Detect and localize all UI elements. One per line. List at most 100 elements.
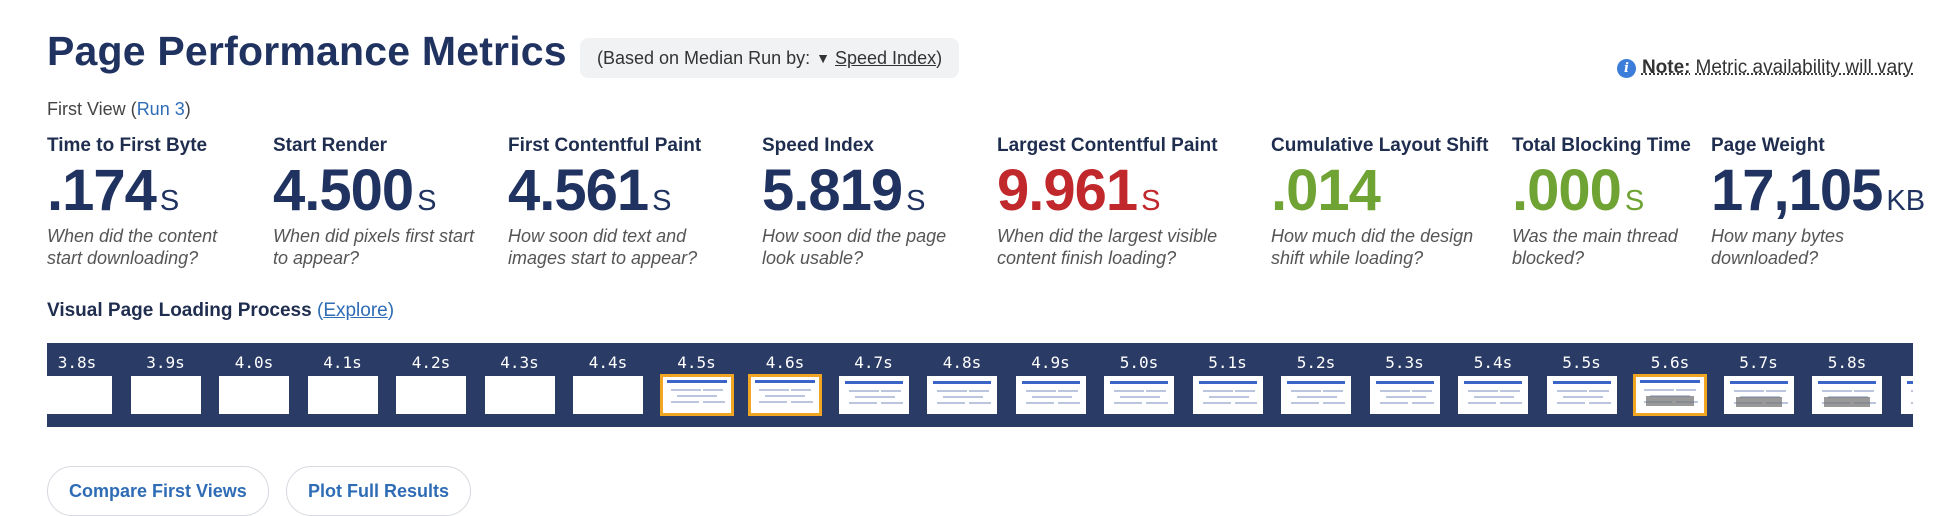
metric-unit: S (906, 185, 926, 217)
median-run-selector: (Based on Median Run by: ▼ Speed Index ) (580, 38, 960, 78)
compare-first-views-button[interactable]: Compare First Views (47, 466, 269, 516)
frame-thumbnail[interactable] (748, 374, 822, 416)
first-view-prefix: First View ( (47, 99, 137, 119)
frame-thumbnail[interactable] (1458, 376, 1528, 414)
frame-time-label: 3.9s (146, 353, 185, 372)
frame-thumbnail[interactable] (1281, 376, 1351, 414)
filmstrip-frame[interactable]: 5.7s (1721, 343, 1797, 427)
frame-thumbnail[interactable] (47, 376, 112, 414)
paren-close: ) (387, 300, 395, 321)
frame-thumbnail[interactable] (1900, 376, 1913, 414)
filmstrip-frame[interactable]: 4.5s (659, 343, 735, 427)
filmstrip-frame[interactable]: 3.8s (47, 343, 115, 427)
filmstrip-frame[interactable]: 4.0s (216, 343, 292, 427)
metric-fcp: First Contentful Paint 4.561 S How soon d… (508, 135, 701, 269)
frame-time-label: 5.1s (1208, 353, 1247, 372)
metric-cls: Cumulative Layout Shift .014 How much di… (1271, 135, 1488, 269)
filmstrip-frame[interactable]: 4.3s (482, 343, 558, 427)
filmstrip[interactable]: 3.8s 3.9s 4.0s 4.1s 4.2s 4.3s 4.4s 4.5s 4.6s 4.7s… (47, 343, 1913, 427)
metric-label: Total Blocking Time (1512, 135, 1691, 156)
frame-thumbnail[interactable] (573, 376, 643, 414)
metric-unit: S (1624, 185, 1645, 217)
metric-number: .014 (1271, 158, 1381, 223)
frame-time-label: 5.7s (1739, 353, 1778, 372)
frame-time-label: 5.6s (1650, 353, 1690, 372)
frame-thumbnail[interactable] (927, 376, 997, 414)
frame-thumbnail[interactable] (1546, 376, 1617, 414)
dropdown-arrow-icon[interactable]: ▼ (816, 50, 830, 66)
metric-unit: S (652, 185, 672, 217)
metric-number: 4.561 (508, 158, 649, 223)
frame-time-label: 4.6s (765, 353, 805, 372)
frame-thumbnail[interactable] (1723, 376, 1794, 414)
filmstrip-frame[interactable]: 4.1s (305, 343, 381, 427)
metric-description: When did pixels first start to appear? (273, 226, 475, 268)
metric-description: When did the content start downloading? (47, 226, 218, 268)
filmstrip-frame[interactable]: 5.9s (1898, 343, 1914, 427)
frame-thumbnail[interactable] (396, 376, 466, 414)
metric-unit: S (417, 185, 437, 217)
filmstrip-frame[interactable]: 5.1s (1190, 343, 1266, 427)
metric-value: 4.500 S (273, 161, 474, 221)
metric-note[interactable]: i Note: Metric availability will vary (1616, 57, 1913, 79)
filmstrip-frame[interactable]: 5.0s (1101, 343, 1177, 427)
median-metric-select[interactable]: Speed Index (835, 47, 937, 68)
frame-thumbnail[interactable] (1015, 376, 1086, 414)
filmstrip-frame[interactable]: 4.2s (393, 343, 469, 427)
plot-full-results-button[interactable]: Plot Full Results (286, 466, 472, 516)
metric-number: .000 (1512, 158, 1622, 223)
filmstrip-frame[interactable]: 4.4s (570, 343, 646, 427)
frame-time-label: 5.2s (1296, 353, 1336, 372)
frame-thumbnail[interactable] (1192, 376, 1263, 414)
metric-value: 4.561 S (508, 161, 701, 221)
filmstrip-frame[interactable]: 4.8s (924, 343, 1000, 427)
metric-number: 5.819 (762, 158, 903, 223)
run-link[interactable]: Run 3 (136, 99, 185, 119)
metric-description: When did the largest visible content fini… (997, 226, 1218, 268)
filmstrip-frame[interactable]: 5.8s (1809, 343, 1885, 427)
metric-description: How soon did text and images start to app… (508, 226, 698, 268)
frame-time-label: 5.9s (1898, 353, 1914, 372)
median-prefix: (Based on Median Run by: (597, 47, 811, 68)
metric-value: .174 S (47, 161, 217, 221)
metric-label: Largest Contentful Paint (997, 135, 1218, 156)
filmstrip-frame[interactable]: 4.6s (747, 343, 823, 427)
filmstrip-frame[interactable]: 5.5s (1544, 343, 1620, 427)
visual-title-text: Visual Page Loading Process (47, 300, 312, 321)
metric-description: Was the main thread blocked? (1512, 226, 1678, 268)
frame-thumbnail[interactable] (1633, 374, 1707, 416)
frame-thumbnail[interactable] (130, 376, 201, 414)
metric-number: 9.961 (997, 158, 1138, 223)
frame-thumbnail[interactable] (1369, 376, 1440, 414)
filmstrip-frame[interactable]: 5.3s (1367, 343, 1443, 427)
frame-thumbnail[interactable] (838, 376, 909, 414)
frame-time-label: 5.5s (1562, 353, 1601, 372)
paren-open: ( (316, 300, 324, 321)
filmstrip-frame[interactable]: 4.9s (1013, 343, 1089, 427)
frame-thumbnail[interactable] (219, 376, 289, 414)
frame-thumbnail[interactable] (484, 376, 555, 414)
metric-label: Cumulative Layout Shift (1271, 135, 1489, 156)
filmstrip-frame[interactable]: 5.2s (1278, 343, 1354, 427)
metric-label: Start Render (273, 135, 388, 156)
filmstrip-frame[interactable]: 3.9s (128, 343, 204, 427)
frame-thumbnail[interactable] (307, 376, 378, 414)
frame-time-label: 5.0s (1119, 353, 1159, 372)
metric-description: How many bytes downloaded? (1711, 226, 1845, 268)
frame-time-label: 4.7s (854, 353, 893, 372)
filmstrip-frame[interactable]: 5.4s (1455, 343, 1531, 427)
metric-number: 17,105 (1711, 158, 1883, 223)
visual-loading-title: Visual Page Loading Process (Explore) (47, 300, 394, 322)
info-icon: i (1616, 58, 1636, 78)
filmstrip-frame[interactable]: 5.6s (1632, 343, 1708, 427)
metric-label: Page Weight (1711, 135, 1825, 156)
filmstrip-frame[interactable]: 4.7s (836, 343, 912, 427)
frame-thumbnail[interactable] (1812, 376, 1882, 414)
frame-thumbnail[interactable] (1104, 376, 1174, 414)
metric-value: 9.961 S (997, 161, 1218, 221)
note-label: Note: (1641, 57, 1691, 78)
metric-unit: S (159, 185, 180, 217)
explore-link[interactable]: Explore (323, 300, 388, 321)
frame-thumbnail[interactable] (659, 374, 734, 416)
metric-ttfb: Time to First Byte .174 S When did the co… (47, 135, 217, 269)
